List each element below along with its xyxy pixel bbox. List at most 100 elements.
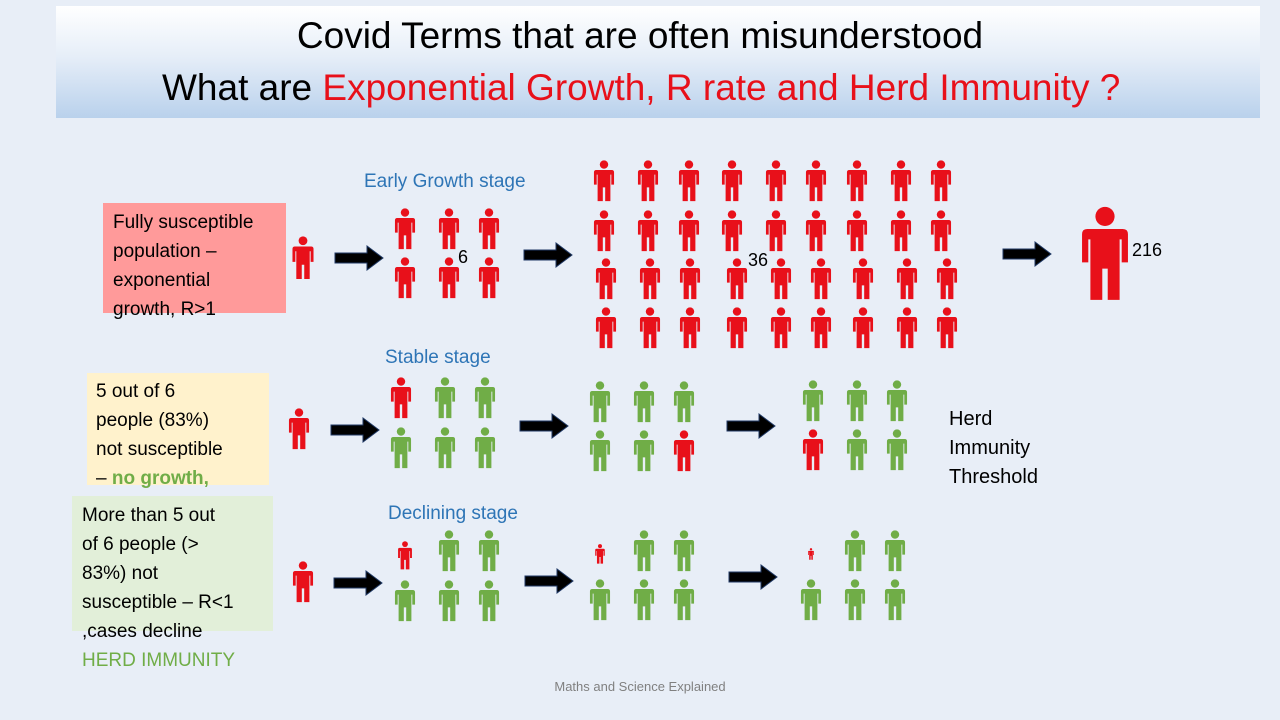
person-immune-icon xyxy=(633,530,655,572)
box-susceptible-line: population – xyxy=(113,241,217,262)
person-infected-icon xyxy=(679,258,701,300)
title-line-1: Covid Terms that are often misunderstood xyxy=(296,15,984,56)
person-infected-icon xyxy=(846,210,868,252)
person-immune-icon xyxy=(478,580,500,622)
person-immune-icon xyxy=(434,377,456,419)
box-stable-green: no growth, xyxy=(111,468,209,489)
arrow-icon xyxy=(726,413,776,439)
person-immune-icon xyxy=(633,579,655,621)
person-immune-icon xyxy=(438,580,460,622)
box-declining-line: of 6 people (> xyxy=(82,534,199,555)
person-immune-icon xyxy=(434,427,456,469)
person-infected-icon xyxy=(896,258,918,300)
arrow-icon xyxy=(523,242,573,268)
box-stable-line-last: – no growth, xyxy=(96,464,269,493)
person-infected-icon xyxy=(770,258,792,300)
footer-credit: Maths and Science Explained xyxy=(554,679,726,694)
person-immune-icon xyxy=(886,380,908,422)
person-immune-icon xyxy=(844,579,866,621)
box-stable-line: 5 out of 6 xyxy=(96,381,176,402)
box-declining-green: HERD IMMUNITY xyxy=(82,650,236,671)
arrow-icon xyxy=(1002,241,1052,267)
stage-label-declining: Declining stage xyxy=(388,503,518,524)
person-infected-large-icon xyxy=(1082,206,1128,300)
person-infected-icon xyxy=(673,430,695,472)
herd-threshold-line: Immunity xyxy=(949,437,1031,459)
person-infected-icon xyxy=(726,307,748,349)
person-infected-small-icon xyxy=(398,541,412,570)
box-declining-line: susceptible – R<1 xyxy=(82,592,234,613)
person-immune-icon xyxy=(884,530,906,572)
person-immune-icon xyxy=(478,530,500,572)
person-immune-icon xyxy=(846,429,868,471)
person-infected-icon xyxy=(288,408,310,450)
person-infected-icon xyxy=(770,307,792,349)
person-infected-icon xyxy=(593,210,615,252)
person-immune-icon xyxy=(673,381,695,423)
person-infected-icon xyxy=(595,258,617,300)
box-stable-line: not susceptible xyxy=(96,439,223,460)
person-immune-icon xyxy=(884,579,906,621)
count-6: 6 xyxy=(458,247,469,267)
person-infected-icon xyxy=(805,210,827,252)
person-infected-icon xyxy=(637,160,659,202)
person-infected-icon xyxy=(390,377,412,419)
box-susceptible-line: Fully susceptible xyxy=(113,212,254,233)
person-infected-icon xyxy=(679,307,701,349)
person-infected-small-icon xyxy=(808,548,814,560)
person-immune-icon xyxy=(673,579,695,621)
arrow-icon xyxy=(728,564,778,590)
arrow-icon xyxy=(330,417,380,443)
person-immune-icon xyxy=(438,530,460,572)
person-infected-icon xyxy=(930,210,952,252)
person-infected-icon xyxy=(292,236,314,280)
person-infected-icon xyxy=(936,307,958,349)
box-declining-line: More than 5 out xyxy=(82,505,216,526)
box-stable-line: people (83%) xyxy=(96,410,210,431)
person-infected-icon xyxy=(890,160,912,202)
arrow-icon xyxy=(334,245,384,271)
arrow-icon xyxy=(524,568,574,594)
box-susceptible-line: exponential xyxy=(113,270,211,291)
person-immune-icon xyxy=(474,427,496,469)
person-infected-icon xyxy=(765,210,787,252)
person-immune-icon xyxy=(589,430,611,472)
person-immune-icon xyxy=(886,429,908,471)
herd-immunity-threshold: Herd Immunity Threshold xyxy=(949,405,1038,492)
box-stable-dash: – xyxy=(96,468,112,489)
person-infected-icon xyxy=(593,160,615,202)
stage-label-early: Early Growth stage xyxy=(364,171,526,192)
herd-threshold-line: Threshold xyxy=(949,466,1038,488)
person-immune-icon xyxy=(633,381,655,423)
person-infected-icon xyxy=(438,208,460,250)
person-infected-icon xyxy=(394,208,416,250)
person-infected-icon xyxy=(678,210,700,252)
person-immune-icon xyxy=(800,579,822,621)
title-prefix: What are xyxy=(162,67,323,108)
person-immune-icon xyxy=(390,427,412,469)
person-infected-small-icon xyxy=(595,544,605,564)
person-infected-icon xyxy=(896,307,918,349)
person-infected-icon xyxy=(936,258,958,300)
person-immune-icon xyxy=(589,381,611,423)
person-infected-icon xyxy=(478,208,500,250)
person-infected-icon xyxy=(852,307,874,349)
person-infected-icon xyxy=(478,257,500,299)
person-immune-icon xyxy=(474,377,496,419)
person-infected-icon xyxy=(438,257,460,299)
title-band xyxy=(56,6,1260,118)
box-declining-line: 83%) not xyxy=(82,563,159,584)
person-infected-icon xyxy=(810,258,832,300)
person-immune-icon xyxy=(844,530,866,572)
person-immune-icon xyxy=(673,530,695,572)
arrow-icon xyxy=(333,570,383,596)
person-infected-icon xyxy=(890,210,912,252)
person-immune-icon xyxy=(589,579,611,621)
box-susceptible: Fully susceptible population – exponenti… xyxy=(103,203,286,320)
person-infected-icon xyxy=(810,307,832,349)
count-216: 216 xyxy=(1132,240,1163,260)
person-immune-icon xyxy=(394,580,416,622)
person-infected-icon xyxy=(802,429,824,471)
person-immune-icon xyxy=(846,380,868,422)
arrow-icon xyxy=(519,413,569,439)
